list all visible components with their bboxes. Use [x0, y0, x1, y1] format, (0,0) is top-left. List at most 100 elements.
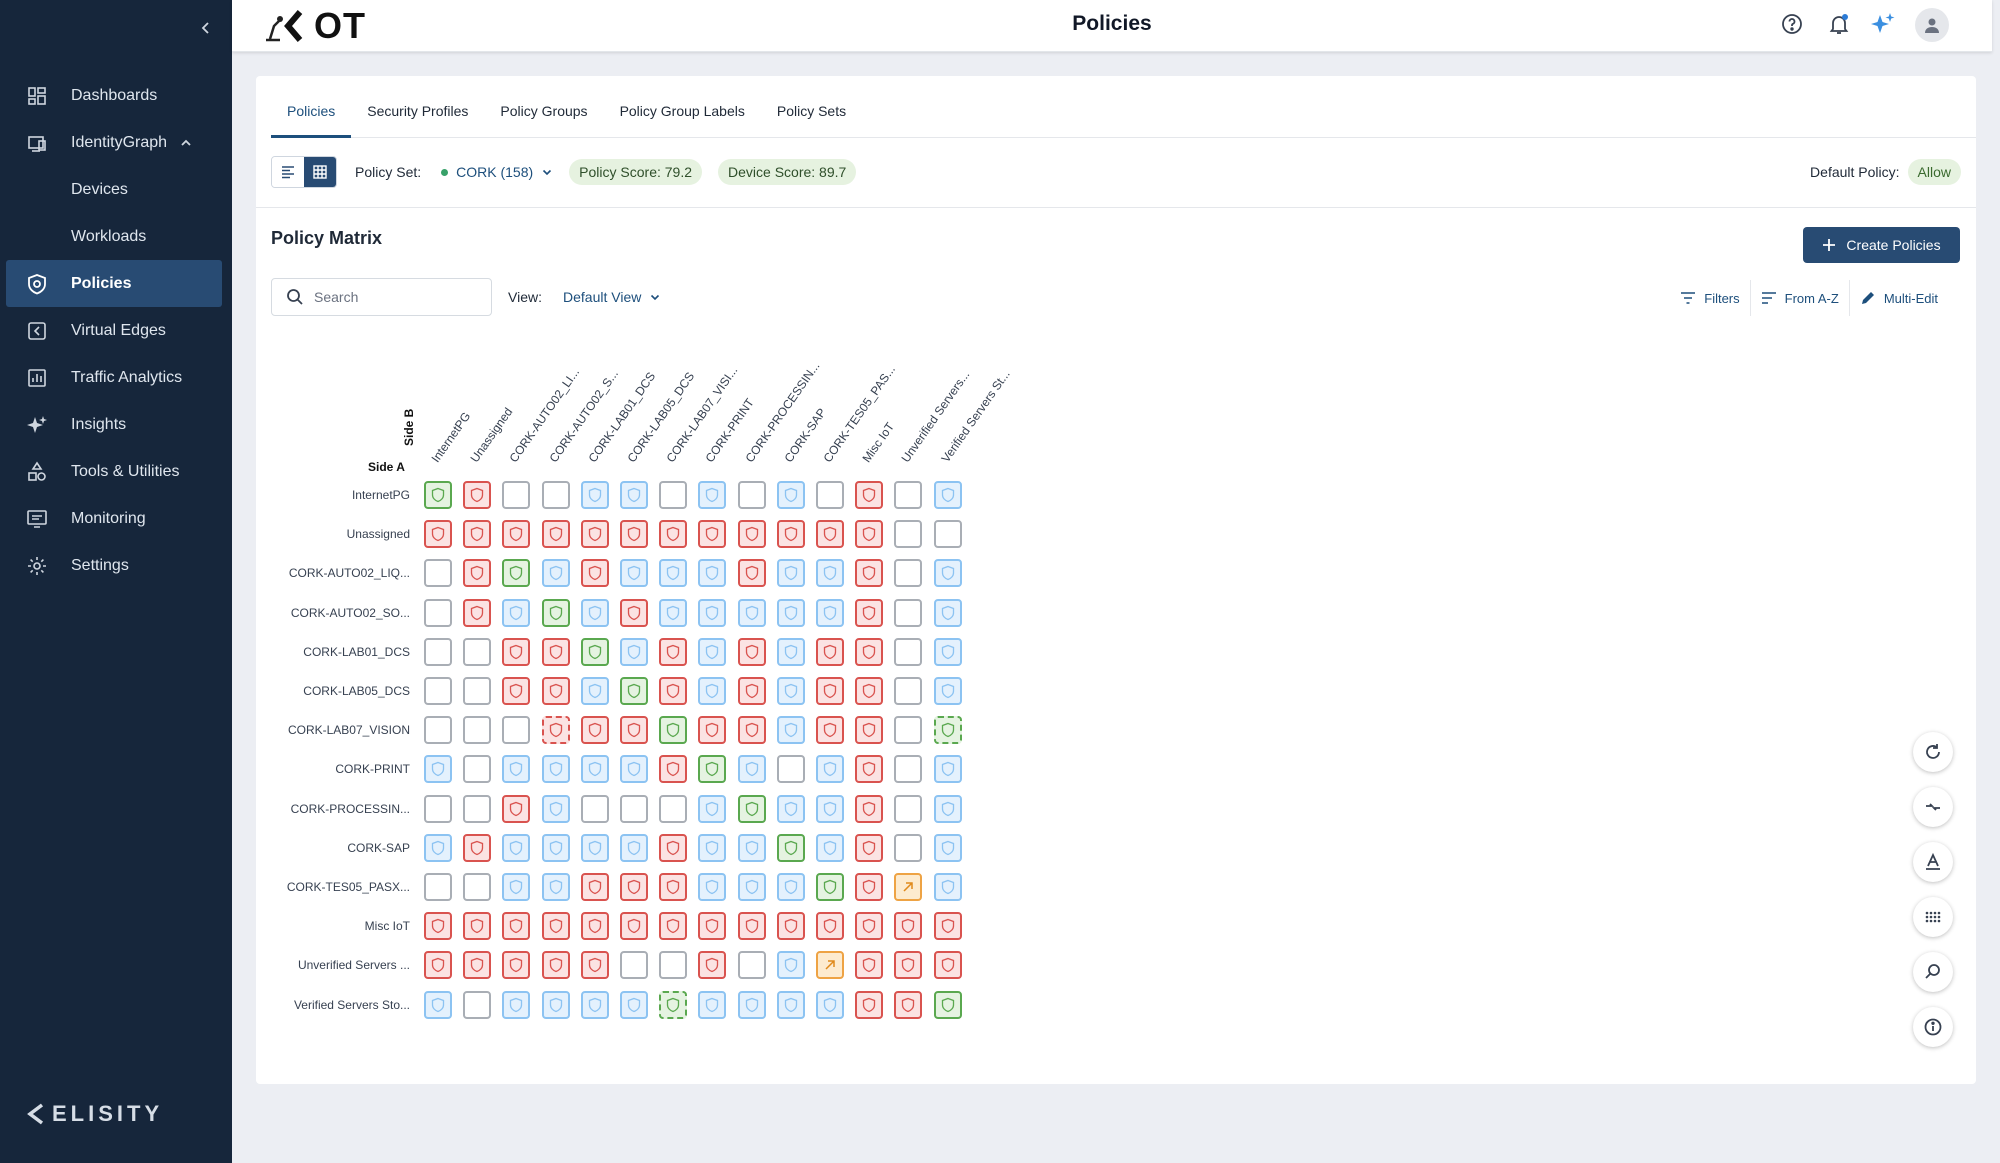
tab-policy-group-labels[interactable]: Policy Group Labels [619, 103, 745, 119]
policy-cell[interactable] [502, 755, 531, 784]
policy-cell[interactable] [580, 716, 609, 745]
tab-security-profiles[interactable]: Security Profiles [367, 103, 469, 119]
app-logo[interactable]: OT [262, 6, 366, 46]
search-input[interactable] [314, 289, 474, 305]
policy-cell[interactable] [620, 598, 648, 627]
policy-cell[interactable] [659, 520, 688, 549]
policy-cell[interactable] [541, 833, 570, 862]
policy-cell[interactable] [933, 951, 962, 980]
policy-cell[interactable] [541, 559, 570, 588]
policy-cell[interactable] [541, 990, 570, 1019]
policy-cell[interactable] [463, 912, 492, 941]
policy-cell[interactable] [816, 794, 844, 823]
policy-cell[interactable] [698, 755, 727, 784]
policy-cell[interactable] [659, 716, 688, 745]
policy-cell[interactable] [620, 794, 648, 823]
policy-cell[interactable] [737, 833, 766, 862]
sidebar-item-tools-utilities[interactable]: Tools & Utilities [6, 448, 222, 495]
sidebar-item-monitoring[interactable]: Monitoring [6, 495, 222, 542]
policy-cell[interactable] [463, 677, 492, 705]
sidebar-item-workloads[interactable]: Workloads [6, 213, 222, 260]
matrix-view-button[interactable] [304, 157, 336, 187]
policy-cell[interactable] [894, 637, 923, 666]
policy-cell[interactable] [659, 598, 688, 627]
policy-cell[interactable] [737, 520, 766, 549]
policy-cell[interactable] [894, 833, 923, 862]
policy-cell[interactable] [816, 951, 844, 980]
policy-cell[interactable] [737, 559, 766, 588]
policy-cell[interactable] [580, 559, 609, 588]
policy-cell[interactable] [424, 637, 452, 666]
policy-cell[interactable] [933, 481, 962, 509]
policy-cell[interactable] [424, 990, 452, 1019]
policy-cell[interactable] [541, 520, 570, 549]
policy-cell[interactable] [502, 990, 531, 1019]
policy-cell[interactable] [816, 912, 844, 941]
policy-cell[interactable] [737, 481, 766, 509]
policy-cell[interactable] [541, 677, 570, 705]
bell-icon[interactable] [1826, 11, 1852, 37]
policy-cell[interactable] [463, 559, 492, 588]
policy-cell[interactable] [855, 990, 884, 1019]
policy-cell[interactable] [776, 951, 805, 980]
policy-cell[interactable] [776, 833, 805, 862]
policy-cell[interactable] [776, 755, 805, 784]
policy-cell[interactable] [620, 912, 648, 941]
tab-policy-groups[interactable]: Policy Groups [500, 103, 588, 119]
policy-cell[interactable] [659, 794, 688, 823]
policy-cell[interactable] [698, 990, 727, 1019]
policy-cell[interactable] [424, 481, 452, 509]
policy-cell[interactable] [737, 794, 766, 823]
policy-cell[interactable] [933, 990, 962, 1019]
policy-cell[interactable] [541, 912, 570, 941]
chevron-up-icon[interactable] [179, 136, 193, 150]
policy-cell[interactable] [737, 951, 766, 980]
policy-cell[interactable] [894, 873, 923, 901]
policy-cell[interactable] [894, 794, 923, 823]
policy-cell[interactable] [855, 794, 884, 823]
policy-cell[interactable] [659, 755, 688, 784]
policy-cell[interactable] [698, 677, 727, 705]
policy-cell[interactable] [502, 833, 531, 862]
policy-cell[interactable] [933, 520, 962, 549]
policy-cell[interactable] [816, 873, 844, 901]
policy-cell[interactable] [620, 990, 648, 1019]
policy-cell[interactable] [424, 755, 452, 784]
policy-cell[interactable] [855, 951, 884, 980]
view-dropdown[interactable]: Default View [563, 289, 661, 305]
policy-cell[interactable] [855, 873, 884, 901]
policy-cell[interactable] [659, 559, 688, 588]
policy-cell[interactable] [580, 951, 609, 980]
policy-cell[interactable] [541, 794, 570, 823]
policy-cell[interactable] [737, 912, 766, 941]
policy-cell[interactable] [424, 520, 452, 549]
policy-cell[interactable] [580, 520, 609, 549]
policy-cell[interactable] [698, 637, 727, 666]
policy-cell[interactable] [659, 873, 688, 901]
policy-cell[interactable] [580, 794, 609, 823]
policy-cell[interactable] [894, 716, 923, 745]
policy-cell[interactable] [933, 559, 962, 588]
tab-policy-sets[interactable]: Policy Sets [776, 103, 847, 119]
policy-cell[interactable] [933, 912, 962, 941]
policy-cell[interactable] [698, 794, 727, 823]
policy-cell[interactable] [502, 951, 531, 980]
policy-cell[interactable] [463, 990, 492, 1019]
policy-cell[interactable] [855, 912, 884, 941]
policy-cell[interactable] [502, 677, 531, 705]
policy-cell[interactable] [933, 794, 962, 823]
sort-button[interactable]: From A-Z [1751, 283, 1849, 313]
policy-cell[interactable] [502, 598, 531, 627]
policy-cell[interactable] [580, 873, 609, 901]
policy-cell[interactable] [659, 637, 688, 666]
policy-cell[interactable] [816, 990, 844, 1019]
sidebar-item-traffic-analytics[interactable]: Traffic Analytics [6, 354, 222, 401]
policy-cell[interactable] [776, 716, 805, 745]
policy-cell[interactable] [776, 990, 805, 1019]
policy-cell[interactable] [776, 598, 805, 627]
policy-cell[interactable] [620, 833, 648, 862]
sidebar-item-dashboards[interactable]: Dashboards [6, 72, 222, 119]
policy-cell[interactable] [463, 833, 492, 862]
policy-cell[interactable] [463, 873, 492, 901]
policy-cell[interactable] [816, 559, 844, 588]
